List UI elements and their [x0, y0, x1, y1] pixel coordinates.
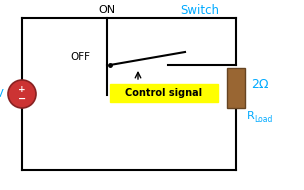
Text: 12V: 12V — [0, 89, 5, 99]
Text: Load: Load — [254, 116, 272, 124]
Text: +: + — [18, 86, 26, 94]
Text: Control signal: Control signal — [126, 88, 202, 98]
Text: −: − — [18, 94, 26, 104]
Bar — [110, 84, 218, 102]
Text: Switch: Switch — [181, 3, 219, 17]
Text: R: R — [247, 111, 255, 121]
Bar — [227, 68, 245, 108]
Circle shape — [8, 80, 36, 108]
Text: OFF: OFF — [70, 52, 90, 62]
Text: 2Ω: 2Ω — [251, 78, 268, 90]
Text: ON: ON — [98, 5, 116, 15]
